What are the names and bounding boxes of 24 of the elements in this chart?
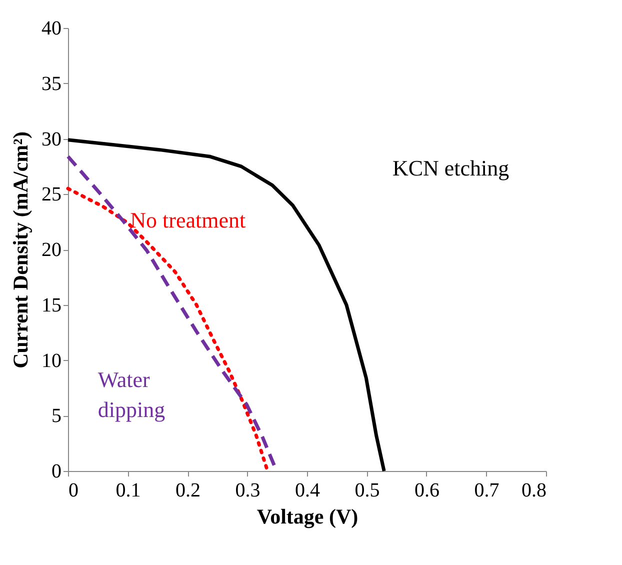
x-tick-label: 0.3 [235, 480, 260, 502]
x-axis-title: Voltage (V) [256, 504, 358, 528]
text: Water dipping [98, 367, 166, 422]
text: KCN etching [392, 156, 510, 181]
y-tick-label: 35 [42, 72, 62, 95]
y-tick-label: 0 [52, 460, 62, 482]
y-tick-label: 40 [42, 18, 62, 40]
x-tick-label: 0.4 [295, 480, 320, 502]
x-tick-label: 0.2 [176, 480, 200, 502]
x-tick-label: 0 [68, 480, 78, 502]
series-label: No treatment [130, 208, 246, 233]
y-tick-label: 25 [42, 184, 62, 206]
y-tick-label: 20 [42, 239, 62, 261]
y-tick-label: 10 [42, 350, 62, 372]
x-tick-label: 0.1 [116, 480, 141, 502]
y-axis-title: Current Density (mA/cm²) [8, 132, 32, 368]
x-tick-label: 0.8 [522, 480, 546, 502]
line-series [66, 138, 386, 473]
x-tick-label: 0.7 [474, 480, 500, 502]
y-tick-label: 30 [42, 128, 62, 150]
x-tick-label: 0.6 [414, 480, 440, 502]
y-tick-label: 5 [52, 405, 62, 428]
x-tick-label: 0.5 [354, 480, 380, 502]
y-tick-label: 15 [42, 294, 62, 316]
